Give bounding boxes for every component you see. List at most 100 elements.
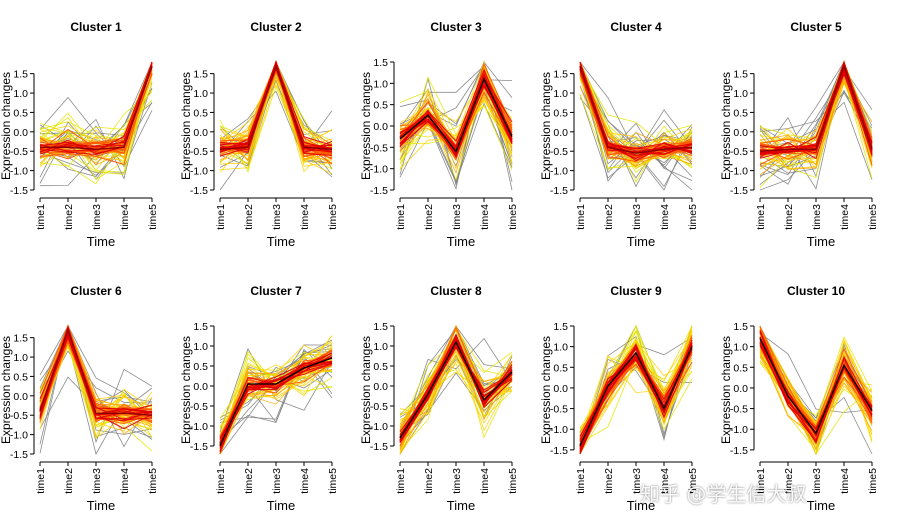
panel-7: Cluster 7 Expression changes Time -1.5 -1.0 -… — [179, 284, 339, 513]
member-line — [759, 80, 873, 176]
panel-title: Cluster 5 — [790, 20, 842, 34]
centroid-line — [759, 63, 873, 152]
x-tick-label: time5 — [867, 468, 879, 494]
member-line — [759, 337, 873, 442]
panel-8: Cluster 8 Expression changes Time -1.5 -1.0 -… — [359, 284, 519, 513]
member-line — [219, 369, 333, 455]
y-tick-label: -0.5 — [370, 401, 388, 413]
member-lines — [399, 324, 513, 455]
panel-title: Cluster 9 — [610, 284, 662, 298]
panel-9: Cluster 9 Expression changes Time -1.5 -1.0 -… — [539, 284, 699, 513]
member-line — [579, 65, 693, 164]
member-line — [219, 80, 333, 170]
y-tick-label: -1.0 — [370, 164, 388, 176]
x-tick-label: time5 — [687, 204, 699, 230]
x-tick-label: time3 — [631, 204, 643, 230]
y-tick-label: 0.5 — [553, 107, 568, 119]
y-axis-label: Expression changes — [0, 72, 13, 180]
y-tick-label: -0.5 — [550, 146, 568, 158]
y-tick-label: 0.0 — [193, 381, 208, 393]
watermark: 知乎 @学生信大叔 — [640, 482, 807, 506]
panel-1: Cluster 1 Expression changes Time -1.5 -1.0 -… — [0, 20, 159, 249]
y-tick-label: -1.5 — [190, 185, 208, 197]
x-tick-label: time5 — [507, 468, 519, 494]
x-tick-label: time3 — [631, 468, 643, 494]
member-line — [579, 77, 693, 171]
x-axis-label: Time — [87, 234, 115, 249]
x-tick-label: time5 — [147, 468, 159, 494]
centroid-line — [399, 77, 513, 153]
y-tick-label: 0.5 — [193, 361, 208, 373]
panel-title: Cluster 2 — [250, 20, 302, 34]
member-line — [399, 329, 513, 428]
x-axis-label: Time — [807, 498, 835, 513]
x-tick-label: time4 — [479, 468, 491, 494]
member-line — [759, 332, 873, 413]
y-tick-label: 1.0 — [13, 352, 28, 364]
y-tick-label: 0.0 — [373, 121, 388, 133]
y-tick-label: -0.5 — [730, 146, 748, 158]
y-tick-label: -1.5 — [10, 449, 28, 461]
x-tick-label: time1 — [575, 204, 587, 230]
member-line — [579, 61, 693, 183]
y-tick-label: -1.0 — [10, 430, 28, 442]
y-tick-label: 1.0 — [733, 342, 748, 354]
member-line — [399, 105, 513, 164]
y-tick-label: 1.5 — [553, 69, 568, 81]
x-tick-label: time5 — [147, 204, 159, 230]
member-lines — [579, 324, 693, 455]
member-line — [219, 90, 333, 164]
y-tick-label: 1.0 — [193, 341, 208, 353]
y-tick-label: 0.0 — [553, 383, 568, 395]
y-axis-label: Expression changes — [719, 72, 733, 180]
y-tick-label: 0.0 — [733, 127, 748, 139]
y-tick-label: -1.5 — [550, 185, 568, 197]
x-tick-label: time3 — [451, 204, 463, 230]
x-tick-label: time1 — [755, 204, 767, 230]
member-line — [399, 360, 513, 441]
x-axis-label: Time — [627, 234, 655, 249]
y-tick-label: 0.0 — [193, 127, 208, 139]
member-line — [579, 61, 693, 191]
x-tick-label: time2 — [243, 204, 255, 230]
y-tick-label: 1.5 — [193, 69, 208, 81]
x-tick-label: time2 — [603, 468, 615, 494]
y-tick-label: -1.5 — [730, 445, 748, 457]
member-line — [219, 347, 333, 433]
x-axis-label: Time — [267, 234, 295, 249]
y-tick-label: 1.0 — [193, 88, 208, 100]
x-axis-label: Time — [627, 498, 655, 513]
centroid-line — [219, 357, 333, 447]
y-tick-label: 0.0 — [373, 381, 388, 393]
y-tick-label: -1.0 — [370, 421, 388, 433]
y-tick-label: -1.5 — [190, 441, 208, 453]
centroid-line — [759, 338, 873, 435]
member-line — [399, 76, 513, 171]
y-tick-label: -1.0 — [190, 421, 208, 433]
y-axis-label: Expression changes — [0, 336, 13, 444]
x-axis-label: Time — [447, 498, 475, 513]
x-tick-label: time4 — [479, 204, 491, 230]
panel-title: Cluster 4 — [610, 20, 662, 34]
member-lines — [219, 60, 333, 191]
panel-title: Cluster 1 — [70, 20, 122, 34]
y-tick-label: -0.5 — [550, 404, 568, 416]
y-tick-label: 1.5 — [733, 69, 748, 81]
x-tick-label: time3 — [811, 468, 823, 494]
y-axis-label: Expression changes — [359, 72, 373, 180]
member-line — [219, 363, 333, 452]
y-tick-label: 0.5 — [733, 362, 748, 374]
x-tick-label: time3 — [91, 204, 103, 230]
y-tick-label: -1.5 — [730, 185, 748, 197]
y-tick-label: -1.5 — [370, 185, 388, 197]
member-lines — [759, 60, 873, 191]
panel-title: Cluster 8 — [430, 284, 482, 298]
x-tick-label: time2 — [423, 204, 435, 230]
x-tick-label: time1 — [215, 204, 227, 230]
x-tick-label: time3 — [271, 468, 283, 494]
panel-3: Cluster 3 Expression changes Time -1.5 -1.0 -… — [359, 20, 519, 249]
x-tick-label: time2 — [243, 468, 255, 494]
member-line — [219, 77, 333, 148]
member-lines — [399, 60, 513, 191]
member-line — [39, 324, 153, 444]
